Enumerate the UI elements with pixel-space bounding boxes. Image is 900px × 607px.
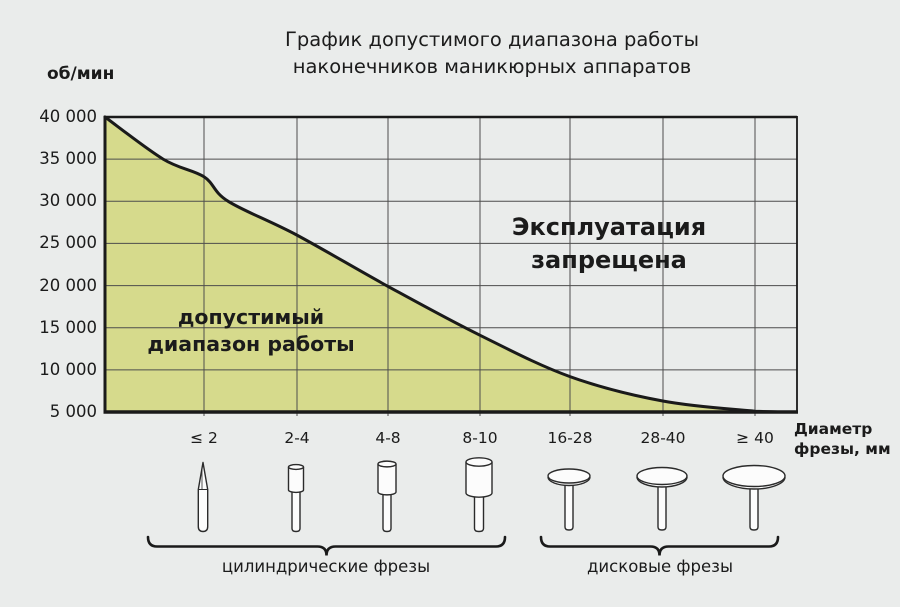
y-tick-label: 5 000 [49,402,97,421]
y-tick-label: 30 000 [39,191,97,211]
cylindrical-bits-brace [146,535,507,556]
cylinder-bit-medium-icon [377,460,397,533]
cylinder-bit-large-icon [465,457,493,533]
chart-title-line1: График допустимого диапазона работы [284,28,700,51]
y-tick-label: 15 000 [39,317,97,337]
x-axis-title-line1: Диаметр [794,420,873,438]
disc-bit-large-icon [722,464,786,531]
disc-bits-brace [539,535,780,556]
y-axis-unit-label: об/мин [47,64,115,84]
x-axis-title-line2: фрезы, мм [794,440,891,458]
allowed-region-label-line2: диапазон работы [147,332,355,356]
forbidden-region-label: Эксплуатация запрещена [512,211,706,277]
allowed-region-label: допустимый диапазон работы [147,304,354,358]
y-tick-label: 25 000 [39,233,97,253]
forbidden-region-label-line1: Эксплуатация [511,213,707,241]
x-category-label: 16-28 [547,429,593,447]
allowed-region-label-line1: допустимый [177,305,325,329]
chart-title-line2: наконечников маникюрных аппаратов [292,55,692,78]
x-category-label: ≤ 2 [190,429,218,447]
x-axis-title: Диаметр фрезы, мм [794,419,891,459]
group-label-cylindrical-bits: цилиндрические фрезы [221,557,431,576]
y-tick-label: 35 000 [39,149,97,169]
cylinder-bit-small-icon [287,463,305,533]
y-tick-label: 10 000 [39,359,97,379]
x-category-label: 28-40 [640,429,686,447]
x-category-label: 4-8 [375,429,401,447]
disc-bit-small-icon [547,468,591,531]
x-category-label: 2-4 [284,429,310,447]
group-label-disc-bits: дисковые фрезы [587,557,733,576]
forbidden-region-label-line2: запрещена [531,246,687,274]
chart-title: График допустимого диапазона работы нако… [285,26,699,80]
needle-bit-icon [197,461,209,533]
plot-border [103,115,798,414]
allowed-region-area [105,117,781,412]
grid-lines [105,117,797,416]
x-category-label: ≥ 40 [736,429,774,447]
max-rpm-boundary-curve [103,115,782,414]
y-tick-label: 40 000 [39,107,97,126]
disc-bit-medium-icon [636,466,688,531]
y-tick-label: 20 000 [39,275,97,295]
x-category-label: 8-10 [462,429,498,447]
